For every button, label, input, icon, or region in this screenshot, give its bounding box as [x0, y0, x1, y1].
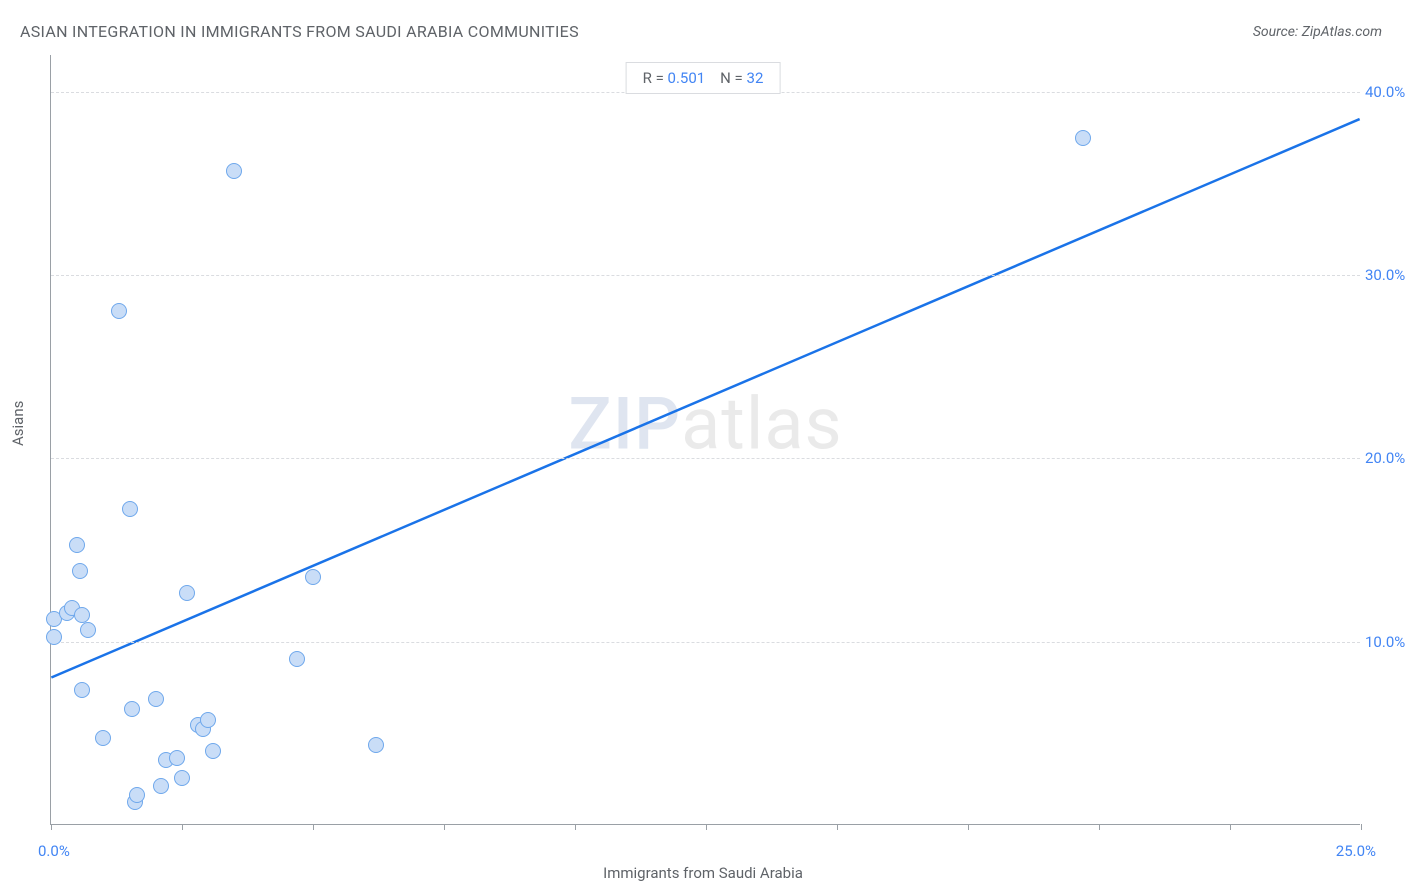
stats-box: R = 0.501 N = 32	[626, 62, 781, 94]
scatter-point	[46, 629, 62, 645]
y-tick-label: 10.0%	[1365, 633, 1406, 651]
scatter-point	[169, 750, 185, 766]
gridline	[51, 458, 1360, 459]
scatter-point	[148, 691, 164, 707]
scatter-point	[200, 712, 216, 728]
chart-title: ASIAN INTEGRATION IN IMMIGRANTS FROM SAU…	[20, 22, 579, 41]
x-tick	[51, 824, 52, 830]
scatter-point	[95, 730, 111, 746]
plot-area: ZIPatlas 10.0%20.0%30.0%40.0%	[50, 55, 1360, 825]
x-tick	[313, 824, 314, 830]
scatter-point	[1075, 130, 1091, 146]
n-value: 32	[747, 69, 764, 87]
r-label: R =	[643, 69, 664, 87]
scatter-point	[124, 701, 140, 717]
scatter-point	[368, 737, 384, 753]
scatter-point	[129, 787, 145, 803]
x-max-label: 25.0%	[1336, 842, 1376, 860]
scatter-point	[74, 682, 90, 698]
y-tick-label: 30.0%	[1365, 266, 1406, 284]
x-tick	[968, 824, 969, 830]
r-value: 0.501	[668, 69, 706, 87]
gridline	[51, 275, 1360, 276]
chart-container: ASIAN INTEGRATION IN IMMIGRANTS FROM SAU…	[0, 0, 1406, 892]
y-tick-label: 20.0%	[1365, 449, 1406, 467]
x-axis-label: Immigrants from Saudi Arabia	[603, 864, 803, 882]
x-tick	[1361, 824, 1362, 830]
scatter-point	[80, 622, 96, 638]
x-tick	[1230, 824, 1231, 830]
scatter-point	[174, 770, 190, 786]
trend-line	[51, 119, 1359, 677]
scatter-point	[111, 303, 127, 319]
scatter-point	[205, 743, 221, 759]
n-label: N =	[720, 69, 743, 87]
scatter-point	[179, 585, 195, 601]
trend-line-svg	[51, 55, 1360, 824]
scatter-point	[153, 778, 169, 794]
x-tick	[182, 824, 183, 830]
scatter-point	[226, 163, 242, 179]
y-axis-label: Asians	[9, 401, 27, 446]
x-tick	[1099, 824, 1100, 830]
scatter-point	[122, 501, 138, 517]
x-min-label: 0.0%	[38, 842, 70, 860]
source-label: Source: ZipAtlas.com	[1253, 24, 1382, 40]
scatter-point	[69, 537, 85, 553]
scatter-point	[289, 651, 305, 667]
scatter-point	[74, 607, 90, 623]
x-tick	[575, 824, 576, 830]
x-tick	[444, 824, 445, 830]
gridline	[51, 642, 1360, 643]
scatter-point	[305, 569, 321, 585]
y-tick-label: 40.0%	[1365, 83, 1406, 101]
scatter-point	[72, 563, 88, 579]
x-tick	[706, 824, 707, 830]
x-tick	[837, 824, 838, 830]
